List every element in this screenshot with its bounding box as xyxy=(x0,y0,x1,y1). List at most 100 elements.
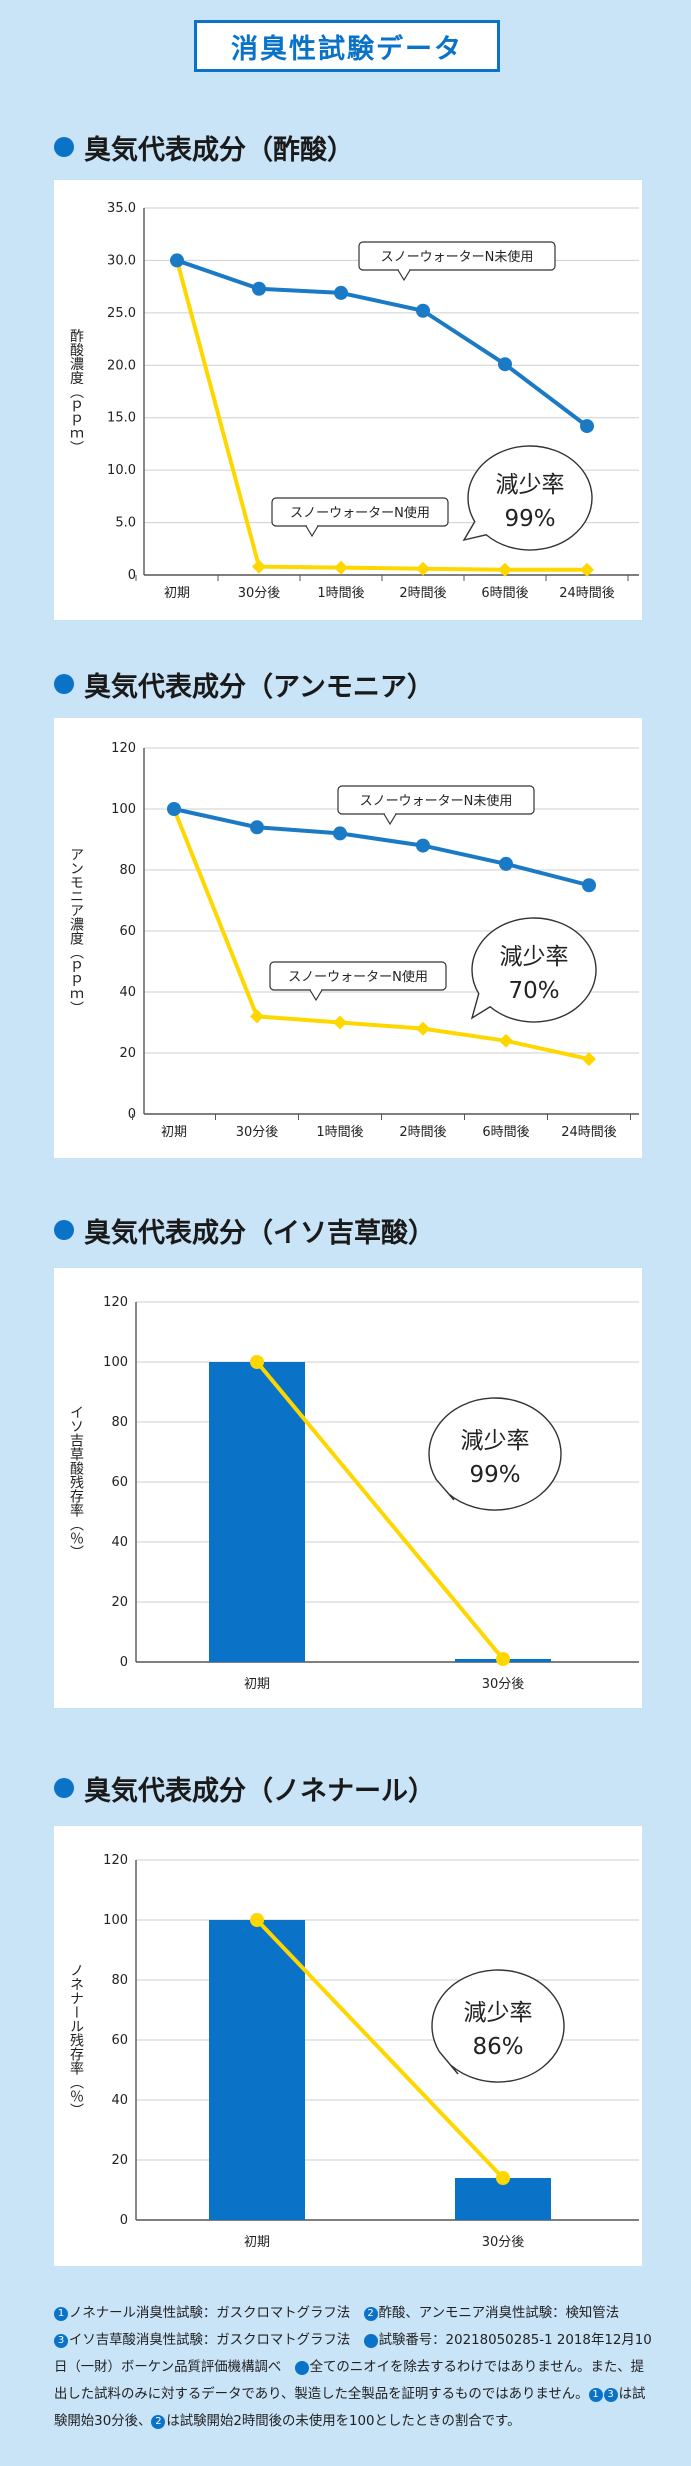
circled-number-icon: 3 xyxy=(54,2334,68,2348)
legend-used-text: スノーウォーターN使用 xyxy=(290,505,430,521)
circled-number-icon: 2 xyxy=(151,2415,166,2429)
y-tick-label: 100 xyxy=(103,1913,128,1928)
bubble-label: 減少率 xyxy=(461,1428,530,1454)
x-tick-label: 初期 xyxy=(164,586,190,601)
section-heading-nonenal: 臭気代表成分（ノネナール） xyxy=(54,1768,435,1808)
x-tick-label: 2時間後 xyxy=(399,586,446,601)
legend-unused-box xyxy=(358,241,556,271)
legend-used-tail xyxy=(305,525,319,538)
y-tick-label: 80 xyxy=(119,863,136,878)
y-axis-label: 酢酸濃度（ｐｐｍ） xyxy=(68,329,84,455)
y-tick-label: 35.0 xyxy=(107,201,136,216)
section-heading-acetic: 臭気代表成分（酢酸） xyxy=(54,127,354,167)
y-tick-label: 60 xyxy=(111,1475,128,1490)
data-point-used xyxy=(252,559,266,574)
data-point-used xyxy=(416,1021,430,1036)
y-tick-label: 10.0 xyxy=(107,463,136,478)
bullet-dot-icon xyxy=(54,1778,74,1798)
y-tick-label: 60 xyxy=(111,2033,128,2048)
bullet-dot-icon xyxy=(54,137,74,157)
legend-used-tail xyxy=(309,989,323,1002)
legend-unused-text: スノーウォーターN未使用 xyxy=(381,249,534,265)
trend-point xyxy=(496,1652,510,1666)
data-point-unused xyxy=(170,253,184,268)
y-tick-label: 5.0 xyxy=(115,516,136,531)
trend-point xyxy=(496,2171,510,2185)
x-tick-label: 30分後 xyxy=(482,2235,525,2250)
data-point-unused xyxy=(252,281,266,296)
chart-panel-ammonia: 0 20 40 60 80 100 120 アンモニア濃度（ｐｐｍ） 初期 30分後 1時間後 2時間… xyxy=(54,718,642,1158)
bubble-label: 減少率 xyxy=(496,472,565,498)
y-tick-label: 20 xyxy=(111,2153,128,2168)
x-tick-label: 初期 xyxy=(161,1125,187,1140)
data-point-unused xyxy=(416,838,430,853)
x-tick-label: 30分後 xyxy=(482,1677,525,1692)
x-tick-label: 6時間後 xyxy=(481,586,528,601)
legend-used-box xyxy=(269,961,447,991)
section-heading-text: 臭気代表成分（ノネナール） xyxy=(84,1775,435,1807)
bubble-value: 86% xyxy=(472,2034,523,2060)
chart-panel-isovaleric: 0 20 40 60 80 100 120 イソ吉草酸残存率（％） 初期 30分後 減少率 99% xyxy=(54,1268,642,1708)
section-heading-text: 臭気代表成分（イソ吉草酸） xyxy=(84,1217,435,1249)
section-heading-ammonia: 臭気代表成分（アンモニア） xyxy=(54,664,434,704)
x-tick-label: 30分後 xyxy=(238,586,281,601)
y-axis-label: ノネナール残存率（％） xyxy=(68,1963,84,2117)
data-point-used xyxy=(250,1009,264,1024)
bubble-value: 70% xyxy=(508,978,559,1004)
legend-unused-tail xyxy=(397,269,411,282)
trend-point xyxy=(250,1355,264,1369)
bar-chart-nonenal: 0 20 40 60 80 100 120 ノネナール残存率（％） 初期 30分後 減少率 86% xyxy=(68,1853,639,2250)
bar-chart-isovaleric: 0 20 40 60 80 100 120 イソ吉草酸残存率（％） 初期 30分後 減少率 99% xyxy=(68,1295,639,1692)
x-tick-label: 24時間後 xyxy=(561,1125,617,1140)
data-point-used xyxy=(333,1015,347,1030)
speech-bubble xyxy=(428,1397,562,1511)
trend-line xyxy=(255,1360,505,1661)
bubble-label: 減少率 xyxy=(500,944,569,970)
data-point-unused xyxy=(333,826,347,841)
series-line-unused xyxy=(173,807,590,888)
series-line-used xyxy=(175,259,587,572)
y-tick-label: 60 xyxy=(119,924,136,939)
data-point-unused xyxy=(416,303,430,318)
series-line-used xyxy=(172,808,590,1062)
y-tick-label: 100 xyxy=(111,802,136,817)
speech-bubble xyxy=(470,917,597,1023)
bubble-label: 減少率 xyxy=(464,2000,533,2026)
chart-panel-acetic: 0 5.0 10.0 15.0 20.0 25.0 30.0 35.0 酢酸濃度（ｐｐｍ） 初期 3… xyxy=(54,180,642,620)
data-point-unused xyxy=(582,878,596,893)
line-chart-acetic: 0 5.0 10.0 15.0 20.0 25.0 30.0 35.0 酢酸濃度（ｐｐｍ） 初期 3… xyxy=(68,201,639,601)
x-tick-label: 30分後 xyxy=(236,1125,279,1140)
bullet-dot-icon xyxy=(54,674,74,694)
y-tick-label: 40 xyxy=(119,985,136,1000)
bullet-icon xyxy=(294,2361,309,2375)
series-line-unused xyxy=(176,258,589,428)
section-heading-text: 臭気代表成分（酢酸） xyxy=(84,134,354,166)
legend-unused-box xyxy=(337,785,535,815)
y-tick-label: 80 xyxy=(111,1415,128,1430)
bar xyxy=(209,1920,305,2220)
y-tick-label: 0 xyxy=(128,1107,136,1122)
y-tick-label: 0 xyxy=(128,568,136,583)
data-point-unused xyxy=(498,357,512,372)
chart-panel-nonenal: 0 20 40 60 80 100 120 ノネナール残存率（％） 初期 30分後 減少率 86% xyxy=(54,1826,642,2266)
x-tick-label: 24時間後 xyxy=(559,586,615,601)
y-tick-label: 25.0 xyxy=(107,306,136,321)
legend-unused-tail xyxy=(383,813,397,826)
y-tick-label: 120 xyxy=(111,741,136,756)
y-tick-label: 40 xyxy=(111,1535,128,1550)
y-tick-label: 15.0 xyxy=(107,411,136,426)
x-tick-label: 初期 xyxy=(244,2235,270,2250)
trend-line xyxy=(255,1918,505,2180)
x-tick-label: 6時間後 xyxy=(482,1125,529,1140)
y-tick-label: 0 xyxy=(120,1655,128,1670)
data-point-used xyxy=(499,1033,513,1048)
y-tick-label: 20.0 xyxy=(107,358,136,373)
speech-bubble xyxy=(462,445,593,551)
x-tick-label: 初期 xyxy=(244,1677,270,1692)
legend-used-text: スノーウォーターN使用 xyxy=(288,969,428,985)
legend-used-box xyxy=(271,497,449,527)
bubble-value: 99% xyxy=(504,506,555,532)
y-tick-label: 120 xyxy=(103,1853,128,1868)
y-axis-label: アンモニア濃度（ｐｐｍ） xyxy=(68,847,84,1015)
y-tick-label: 80 xyxy=(111,1973,128,1988)
